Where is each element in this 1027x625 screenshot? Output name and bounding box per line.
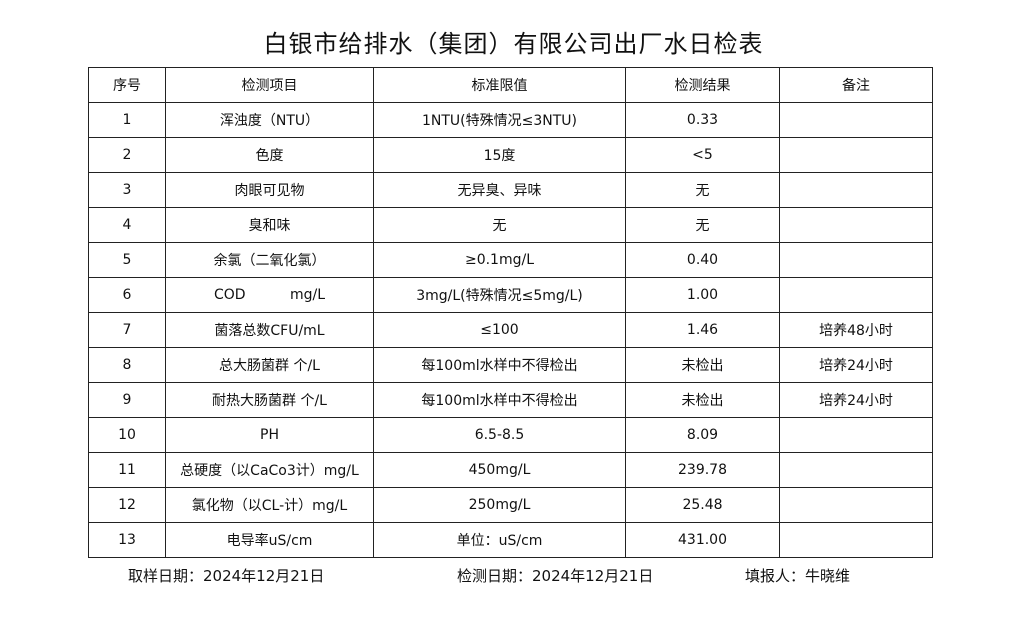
cell[interactable]: 肉眼可见物 xyxy=(165,172,374,208)
cell[interactable]: 未检出 xyxy=(625,347,780,383)
cell[interactable]: 431.00 xyxy=(625,522,780,558)
table-row: 1 浑浊度（NTU） 1NTU(特殊情况≤3NTU) 0.33 xyxy=(88,102,933,138)
cell[interactable]: 11 xyxy=(88,452,166,488)
cell[interactable]: 6 xyxy=(88,277,166,313)
cell[interactable]: 余氯（二氧化氯） xyxy=(165,242,374,278)
cell[interactable]: ≥0.1mg/L xyxy=(373,242,626,278)
table-row: 6 COD mg/L 3mg/L(特殊情况≤5mg/L) 1.00 xyxy=(88,277,933,313)
test-date: 检测日期：2024年12月21日 xyxy=(457,567,654,585)
cell[interactable]: 13 xyxy=(88,522,166,558)
cell[interactable]: 1NTU(特殊情况≤3NTU) xyxy=(373,102,626,138)
cell[interactable]: 1.46 xyxy=(625,312,780,348)
cell[interactable]: 总硬度（以CaCo3计）mg/L xyxy=(165,452,374,488)
cell[interactable]: 氯化物（以CL-计）mg/L xyxy=(165,487,374,523)
cell[interactable]: 序号 xyxy=(88,67,166,103)
cell[interactable]: 检测项目 xyxy=(165,67,374,103)
cell[interactable]: 9 xyxy=(88,382,166,418)
table-row: 13 电导率uS/cm 单位：uS/cm 431.00 xyxy=(88,522,933,558)
cell[interactable]: 0.33 xyxy=(625,102,780,138)
table-row: 2 色度 15度 <5 xyxy=(88,137,933,173)
cell[interactable]: 培养24小时 xyxy=(779,347,933,383)
cell[interactable]: 每100ml水样中不得检出 xyxy=(373,382,626,418)
cell[interactable]: 12 xyxy=(88,487,166,523)
cell[interactable] xyxy=(779,522,933,558)
cell[interactable]: 4 xyxy=(88,207,166,243)
cell[interactable]: 15度 xyxy=(373,137,626,173)
cell[interactable]: 1.00 xyxy=(625,277,780,313)
table-row: 10 PH 6.5-8.5 8.09 xyxy=(88,417,933,453)
sample-date: 取样日期：2024年12月21日 xyxy=(128,567,325,585)
cell[interactable]: 25.48 xyxy=(625,487,780,523)
cell[interactable]: 浑浊度（NTU） xyxy=(165,102,374,138)
cell[interactable]: 培养48小时 xyxy=(779,312,933,348)
cell[interactable]: 无 xyxy=(625,207,780,243)
cell[interactable]: 8.09 xyxy=(625,417,780,453)
page-title: 白银市给排水（集团）有限公司出厂水日检表 xyxy=(263,30,764,58)
cell[interactable]: 1 xyxy=(88,102,166,138)
table-row: 11 总硬度（以CaCo3计）mg/L 450mg/L 239.78 xyxy=(88,452,933,488)
cell[interactable]: 2 xyxy=(88,137,166,173)
cell[interactable] xyxy=(779,102,933,138)
cell[interactable]: 检测结果 xyxy=(625,67,780,103)
cell[interactable] xyxy=(779,452,933,488)
cell[interactable]: 无 xyxy=(625,172,780,208)
cell[interactable]: 总大肠菌群 个/L xyxy=(165,347,374,383)
cell[interactable]: 450mg/L xyxy=(373,452,626,488)
cell[interactable] xyxy=(779,242,933,278)
cell[interactable] xyxy=(779,207,933,243)
table-row: 4 臭和味无无 xyxy=(88,207,933,243)
cell[interactable]: COD mg/L xyxy=(165,277,374,313)
cell[interactable]: 3mg/L(特殊情况≤5mg/L) xyxy=(373,277,626,313)
cell[interactable]: 8 xyxy=(88,347,166,383)
cell[interactable]: 菌落总数CFU/mL xyxy=(165,312,374,348)
cell[interactable]: PH xyxy=(165,417,374,453)
cell[interactable] xyxy=(779,137,933,173)
cell[interactable]: 无异臭、异味 xyxy=(373,172,626,208)
reporter: 填报人：牛晓维 xyxy=(745,567,851,585)
cell[interactable] xyxy=(779,172,933,208)
cell[interactable]: 3 xyxy=(88,172,166,208)
inspection-table: 序号 检测项目 标准限值 检测结果 备注 1 浑浊度（NTU） 1NTU(特殊情况≤3NTU)… xyxy=(88,67,933,558)
cell[interactable]: 标准限值 xyxy=(373,67,626,103)
cell[interactable]: 电导率uS/cm xyxy=(165,522,374,558)
table-row: 9 耐热大肠菌群 个/L 每100ml水样中不得检出 未检出 培养24小时 xyxy=(88,382,933,418)
cell[interactable]: 239.78 xyxy=(625,452,780,488)
cell[interactable]: 每100ml水样中不得检出 xyxy=(373,347,626,383)
table-row: 8 总大肠菌群 个/L 每100ml水样中不得检出 未检出 培养24小时 xyxy=(88,347,933,383)
cell[interactable]: <5 xyxy=(625,137,780,173)
cell[interactable]: 色度 xyxy=(165,137,374,173)
cell[interactable] xyxy=(779,417,933,453)
table-row: 7 菌落总数CFU/mL ≤100 1.46 培养48小时 xyxy=(88,312,933,348)
cell[interactable] xyxy=(779,277,933,313)
cell[interactable]: 未检出 xyxy=(625,382,780,418)
cell[interactable]: 250mg/L xyxy=(373,487,626,523)
cell[interactable]: 6.5-8.5 xyxy=(373,417,626,453)
cell[interactable]: 10 xyxy=(88,417,166,453)
table-row: 12 氯化物（以CL-计）mg/L 250mg/L 25.48 xyxy=(88,487,933,523)
cell[interactable]: 培养24小时 xyxy=(779,382,933,418)
table-row: 5 余氯（二氧化氯） ≥0.1mg/L 0.40 xyxy=(88,242,933,278)
cell[interactable]: 臭和味 xyxy=(165,207,374,243)
cell[interactable]: 7 xyxy=(88,312,166,348)
cell[interactable] xyxy=(779,487,933,523)
cell[interactable]: ≤100 xyxy=(373,312,626,348)
cell[interactable]: 备注 xyxy=(779,67,933,103)
cell[interactable]: 单位：uS/cm xyxy=(373,522,626,558)
table-row: 3 肉眼可见物 无异臭、异味无 xyxy=(88,172,933,208)
cell[interactable]: 5 xyxy=(88,242,166,278)
cell[interactable]: 0.40 xyxy=(625,242,780,278)
cell[interactable]: 无 xyxy=(373,207,626,243)
cell[interactable]: 耐热大肠菌群 个/L xyxy=(165,382,374,418)
header-row: 序号 检测项目 标准限值 检测结果 备注 xyxy=(88,67,933,103)
